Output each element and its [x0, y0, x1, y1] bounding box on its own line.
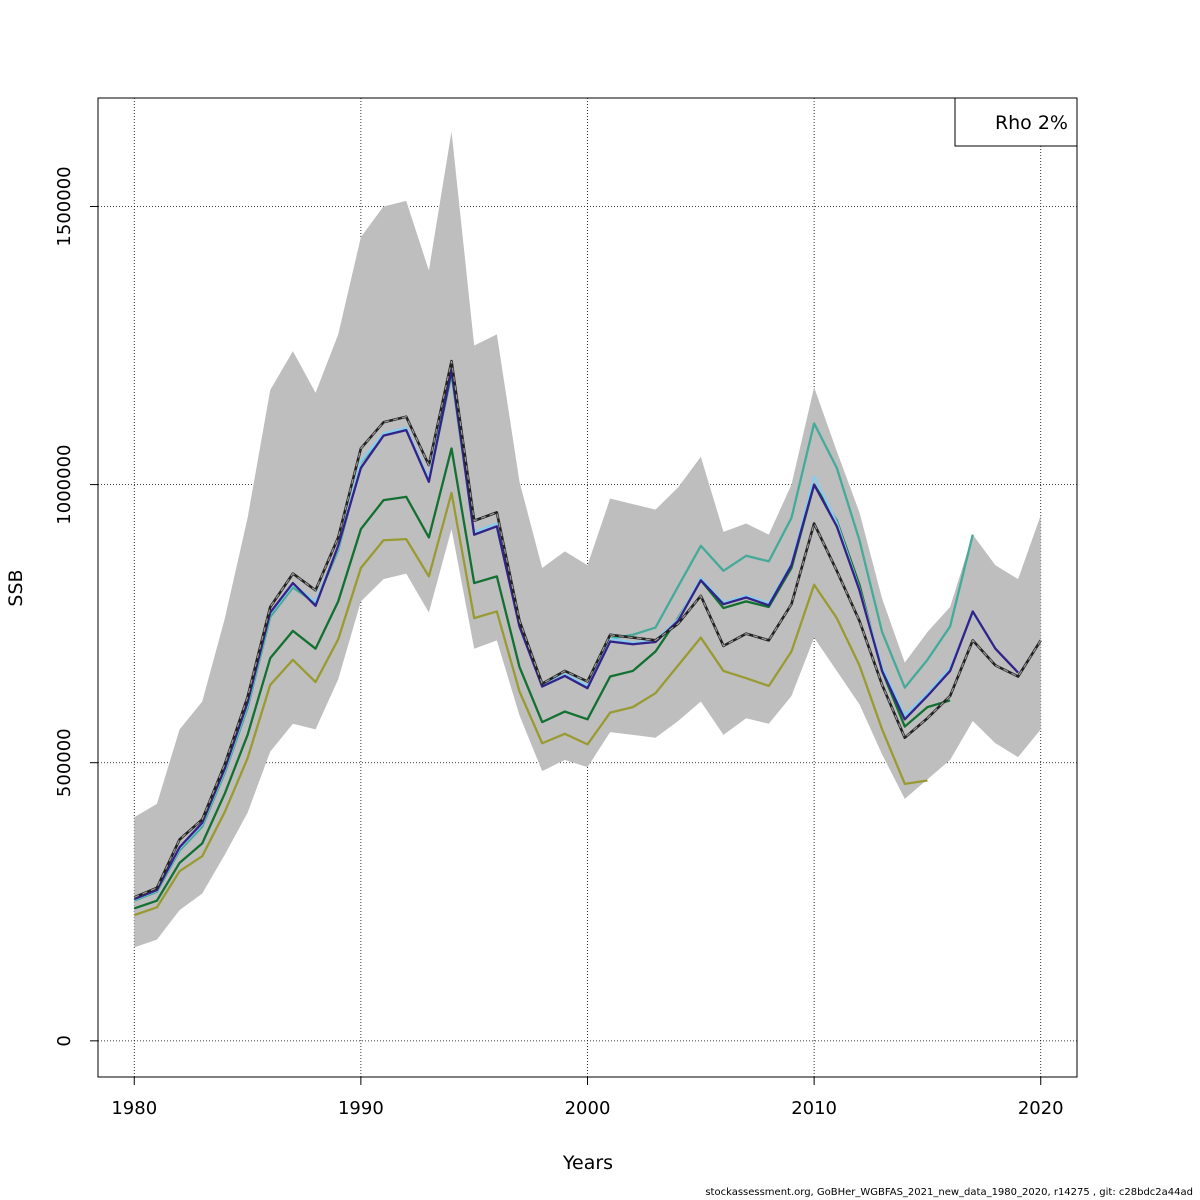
- x-tick-label: 2010: [791, 1098, 837, 1119]
- legend-label: Rho 2%: [995, 112, 1068, 134]
- series-line-4: [133, 369, 1019, 901]
- legend: Rho 2%: [954, 97, 1078, 147]
- legend-box: [954, 97, 1078, 147]
- x-tick-label: 2020: [1018, 1098, 1064, 1119]
- series-lines: [133, 359, 1042, 917]
- confidence-band-area: [134, 131, 1041, 948]
- y-axis-label: SSB: [5, 569, 27, 606]
- y-tick-label: 500000: [54, 728, 75, 797]
- footer-source: stockassessment.org, GoBHer_WGBFAS_2021_…: [705, 1187, 1193, 1198]
- confidence-band: [134, 131, 1041, 948]
- series-line-0: [133, 491, 928, 917]
- axes: 1980 1990 2000 2010 2020 0 500000 1000000 150000…: [54, 166, 1064, 1119]
- x-tick-label: 1990: [338, 1098, 384, 1119]
- y-tick-label: 1500000: [54, 166, 75, 246]
- x-tick-label: 1980: [111, 1098, 157, 1119]
- x-tick-label: 2000: [565, 1098, 611, 1119]
- y-tick-label: 1000000: [54, 445, 75, 525]
- series-line-5-dash: [134, 360, 1042, 898]
- y-tick-label: 0: [54, 1035, 75, 1046]
- x-axis-label: Years: [562, 1152, 613, 1174]
